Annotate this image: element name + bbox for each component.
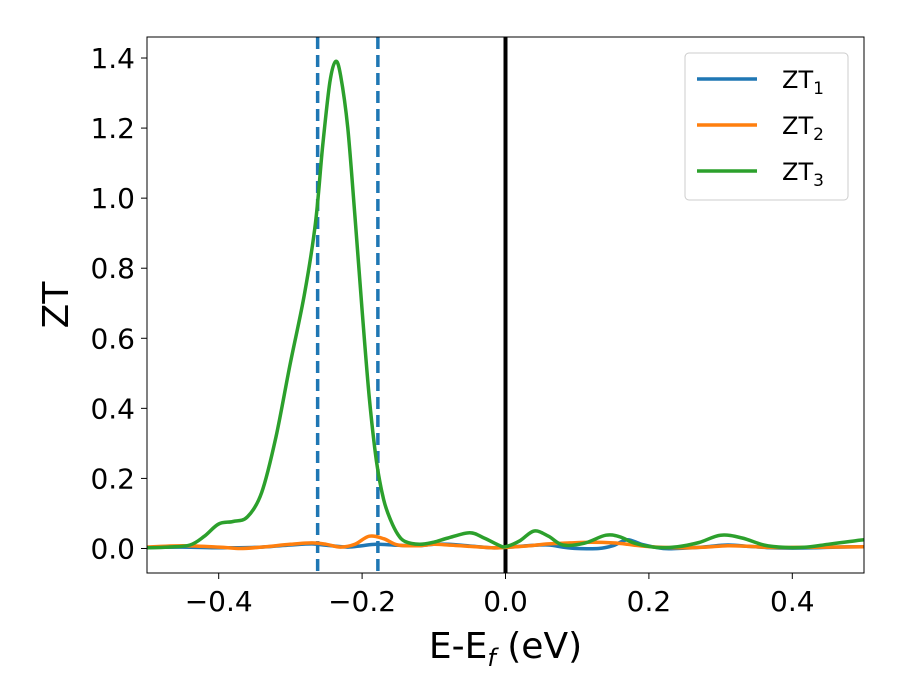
x-axis-label: E-Ef (eV): [429, 626, 582, 672]
y-tick-label: 1.0: [90, 182, 135, 215]
series-line-zt3: [147, 59, 864, 550]
legend-label-zt3: ZT3: [782, 158, 824, 191]
y-tick-label: 0.0: [90, 532, 135, 565]
y-tick-label: 1.4: [90, 42, 135, 75]
x-tick-label: 0.4: [770, 585, 815, 618]
x-tick-label: 0.2: [627, 585, 672, 618]
vertical-lines: [315, 37, 508, 573]
y-tick-label: 0.2: [90, 462, 135, 495]
x-tick-label: −0.2: [328, 585, 396, 618]
legend-box: [684, 52, 849, 201]
y-axis-label: ZT: [36, 281, 77, 329]
y-tick-label: 0.6: [90, 322, 135, 355]
y-tick-label: 1.2: [90, 112, 135, 145]
legend: ZT1 ZT2 ZT3: [684, 52, 849, 201]
series-line-zt2: [147, 534, 864, 551]
y-tick-label: 0.8: [90, 252, 135, 285]
x-axis-ticks: −0.4 −0.2 0.0 0.2 0.4: [185, 573, 815, 618]
y-axis-ticks: 0.0 0.2 0.4 0.6 0.8 1.0 1.2 1.4: [90, 42, 147, 565]
legend-label-zt1: ZT1: [782, 66, 824, 99]
series-lines: [147, 59, 864, 551]
x-axis-label-unit: (eV): [496, 626, 582, 667]
x-tick-label: −0.4: [185, 585, 253, 618]
x-tick-label: 0.0: [483, 585, 528, 618]
x-axis-label-main: E-E: [429, 626, 487, 667]
legend-label-zt2: ZT2: [782, 112, 824, 145]
legend-items: ZT1 ZT2 ZT3: [697, 66, 824, 191]
y-tick-label: 0.4: [90, 392, 135, 425]
